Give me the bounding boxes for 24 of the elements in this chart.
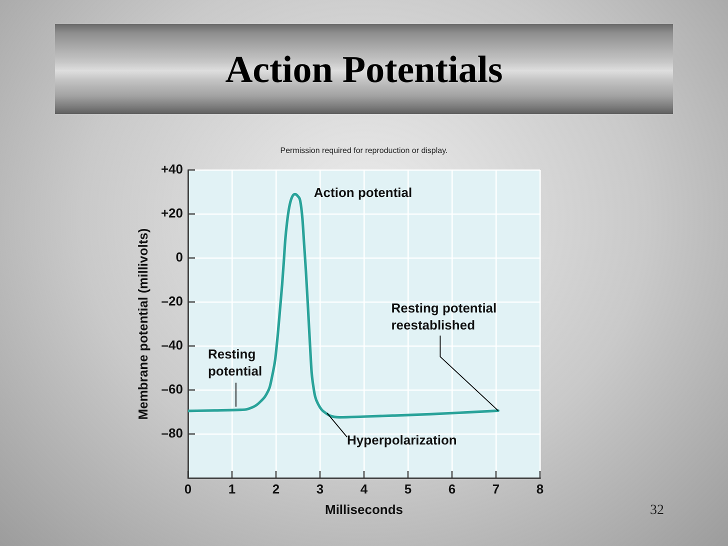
text: Permission required for reproduction or display.: [279, 146, 449, 155]
x-tick-label: 4: [360, 481, 368, 496]
y-tick-label: –60: [161, 382, 183, 397]
annotation: Resting potential: [208, 346, 262, 378]
y-tick-label: +40: [160, 162, 183, 177]
y-tick-label: +20: [160, 206, 183, 221]
annotation: Resting potential reestablished: [391, 300, 497, 332]
x-tick-label: 7: [492, 481, 500, 496]
x-tick-label: 8: [536, 481, 544, 496]
y-tick-label: –80: [161, 426, 183, 441]
x-tick-label: 6: [448, 481, 456, 496]
x-tick-label: 5: [404, 481, 412, 496]
annotation: Action potential: [314, 184, 412, 200]
x-tick-label: 2: [272, 481, 280, 496]
y-tick-label: –20: [161, 294, 183, 309]
annotation: Hyperpolarization: [347, 432, 457, 448]
text: 32: [649, 503, 665, 519]
y-tick-label: –40: [161, 338, 183, 353]
chart-title: Action Potentials: [224, 49, 504, 91]
x-tick-label: 3: [316, 481, 324, 496]
x-axis-title: Milliseconds: [324, 502, 404, 517]
x-tick-label: 1: [228, 481, 236, 496]
y-tick-label: 0: [176, 250, 183, 265]
y-axis-title: Membrane potential (millivolts): [135, 228, 150, 420]
